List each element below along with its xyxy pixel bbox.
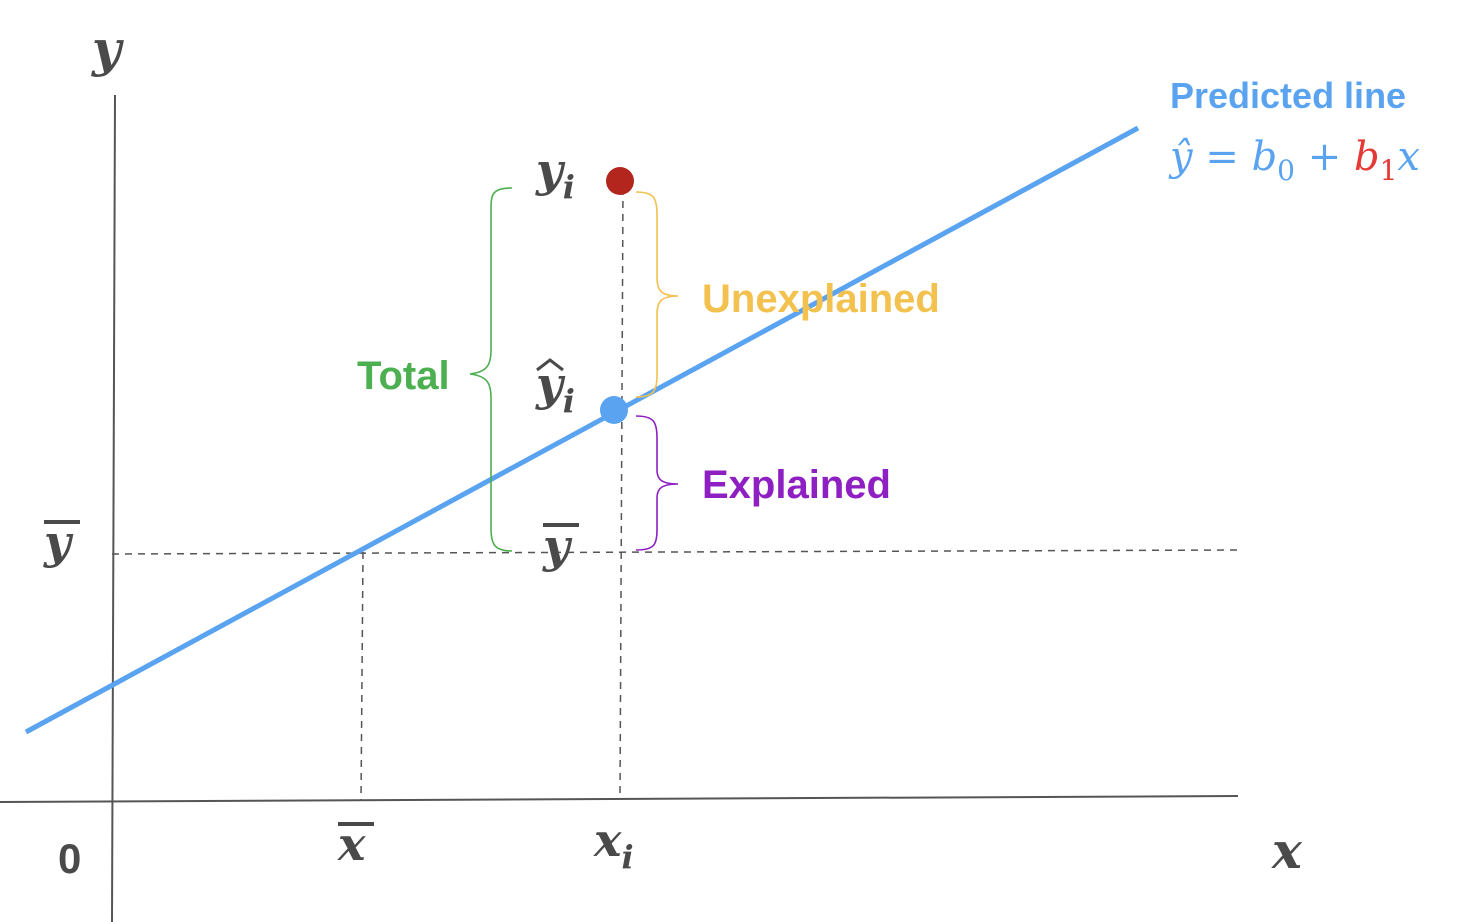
unexplained-label: Unexplained — [702, 277, 940, 321]
y-hat-caret — [536, 358, 564, 372]
total-brace — [469, 187, 513, 552]
x-i-base: x — [593, 813, 622, 867]
y-hat-i-subscript: i — [563, 382, 575, 420]
x-bar-label: x — [337, 817, 366, 871]
explained-brace — [635, 415, 679, 551]
explained-label: Explained — [702, 463, 891, 507]
equation-lhs: ŷ — [1168, 134, 1194, 180]
equation-b1: b — [1354, 134, 1380, 180]
equation-plus: + — [1295, 134, 1354, 180]
total-label: Total — [357, 354, 450, 398]
y-i-label: yi — [535, 143, 575, 206]
regression-equation: ŷ = b0 + b1x — [1168, 134, 1420, 187]
x-i-label: xi — [593, 813, 634, 876]
y-hat-i-base: y — [535, 357, 566, 411]
x-i-subscript: i — [621, 838, 633, 876]
predicted-line — [24, 125, 1140, 735]
x-i-guide — [619, 187, 624, 798]
equation-x: x — [1397, 134, 1420, 180]
y-mean-guide — [111, 549, 1239, 555]
predicted-line-title: Predicted line — [1170, 75, 1406, 116]
observed-point — [606, 167, 634, 195]
predicted-point — [600, 396, 628, 424]
y-axis — [111, 94, 116, 922]
y-bar-center-label: y — [542, 519, 573, 573]
equation-b1-subscript: 1 — [1380, 154, 1398, 187]
origin-label: 0 — [58, 835, 81, 882]
unexplained-brace — [635, 191, 679, 398]
y-i-subscript: i — [563, 168, 575, 206]
x-mean-guide — [360, 551, 364, 801]
equation-equals: = — [1193, 134, 1252, 180]
equation-b0: b — [1252, 134, 1278, 180]
x-axis-label: x — [1271, 821, 1303, 880]
equation-b0-subscript: 0 — [1277, 154, 1295, 187]
y-bar-left-label: y — [43, 515, 74, 569]
y-axis-label: y — [91, 19, 124, 78]
y-i-base: y — [535, 143, 566, 197]
y-hat-i-label: yi — [535, 357, 575, 420]
x-axis — [0, 795, 1239, 803]
